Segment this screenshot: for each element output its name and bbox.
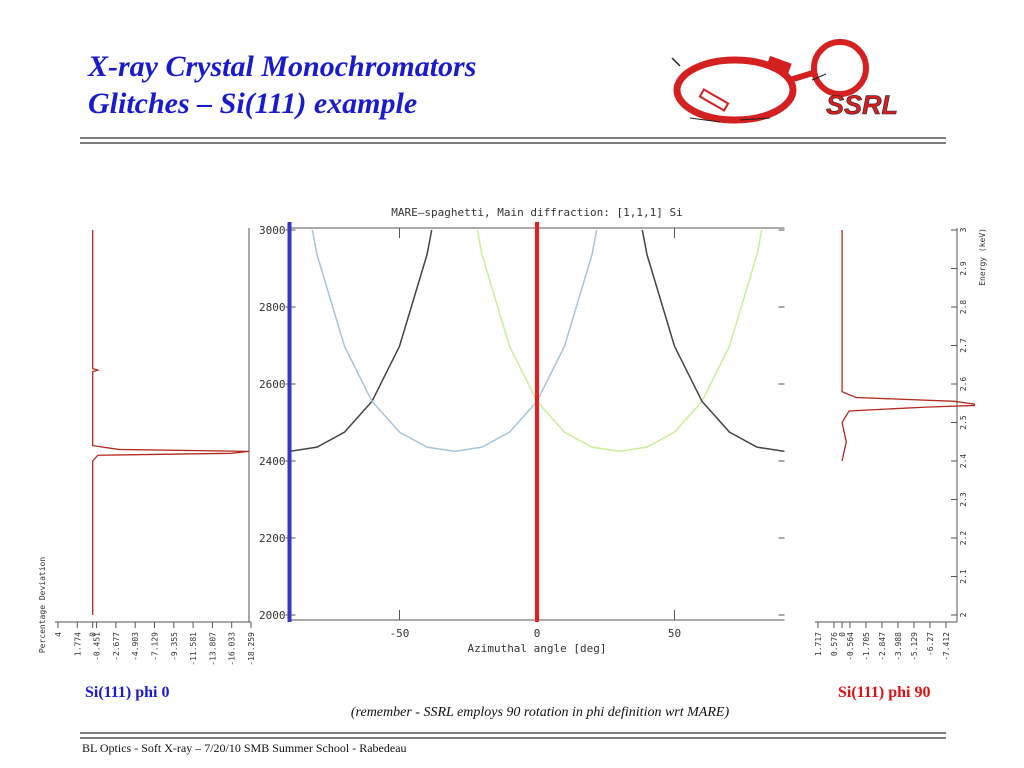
x-tick-label: 4 xyxy=(54,632,63,637)
glitch-trace xyxy=(92,230,249,615)
x-tick-label: -7.412 xyxy=(942,632,951,661)
curve xyxy=(311,230,598,453)
x-tick-label: -1.705 xyxy=(862,632,871,661)
plot-area xyxy=(289,230,785,453)
x-tick-label: 0 xyxy=(534,627,541,640)
y-tick-label: 2800 xyxy=(259,301,286,314)
caption: Si(111) phi 0 xyxy=(85,684,169,701)
x-tick-label: -13.807 xyxy=(208,632,217,666)
x-tick-label: 1.774 xyxy=(73,632,82,656)
x-tick-label: -11.581 xyxy=(189,632,198,666)
curve xyxy=(641,230,785,453)
y-tick-label: 2600 xyxy=(259,378,286,391)
x-tick-label: 0.576 xyxy=(830,632,839,656)
y-tick-label: 2.2 xyxy=(959,531,968,546)
x-axis-label: Azimuthal angle [deg] xyxy=(467,642,606,655)
y-axis-label: Percentage Deviation xyxy=(38,557,47,654)
x-tick-label: 1.717 xyxy=(814,632,823,656)
curve xyxy=(476,230,763,453)
logo-text: SSRL xyxy=(826,90,898,120)
note: (remember - SSRL employs 90 rotation in … xyxy=(351,705,730,720)
plot-area xyxy=(841,230,975,462)
slide-title-line: X-ray Crystal Monochromators xyxy=(87,50,476,83)
x-tick-label: -16.033 xyxy=(228,632,237,666)
x-tick-label: -0.451 xyxy=(93,632,102,661)
x-tick-label: -50 xyxy=(390,627,410,640)
y-tick-label: 2200 xyxy=(259,532,286,545)
x-tick-label: -9.355 xyxy=(170,632,179,661)
x-tick-label: -7.129 xyxy=(150,632,159,661)
y-tick-label: 2.9 xyxy=(959,261,968,276)
x-tick-label: -4.903 xyxy=(131,632,140,661)
glitch-trace xyxy=(841,230,975,462)
x-tick-label: -2.677 xyxy=(112,632,121,661)
footer: BL Optics - Soft X-ray – 7/20/10 SMB Sum… xyxy=(82,741,407,755)
plot-area xyxy=(92,230,249,615)
y-tick-label: 2.4 xyxy=(959,454,968,469)
x-tick-label: -3.988 xyxy=(894,632,903,661)
slide-title-line: Glitches – Si(111) example xyxy=(88,87,417,120)
x-tick-label: 50 xyxy=(668,627,681,640)
y-tick-label: 2.7 xyxy=(959,338,968,353)
x-tick-label: 0 xyxy=(89,632,98,637)
caption: Si(111) phi 90 xyxy=(838,684,930,701)
y-tick-label: 3 xyxy=(959,227,968,232)
y-tick-label: 2.8 xyxy=(959,300,968,315)
y-tick-label: 2 xyxy=(959,612,968,617)
y-tick-label: 2.1 xyxy=(959,569,968,584)
y-tick-label: 2.6 xyxy=(959,377,968,392)
x-tick-label: -0.564 xyxy=(846,632,855,661)
logo xyxy=(671,39,869,124)
x-tick-label: -2.847 xyxy=(878,632,887,661)
y-tick-label: 2.5 xyxy=(959,415,968,430)
y-axis-label: Energy (keV) xyxy=(978,228,987,286)
x-tick-label: -6.27 xyxy=(926,632,935,656)
y-tick-label: 3000 xyxy=(259,224,286,237)
y-tick-label: 2.3 xyxy=(959,492,968,507)
y-tick-label: 2400 xyxy=(259,455,286,468)
y-tick-label: 2000 xyxy=(259,609,286,622)
x-tick-label: 0 xyxy=(838,632,847,637)
x-tick-label: -5.129 xyxy=(910,632,919,661)
chart-title: MARE–spaghetti, Main diffraction: [1,1,1… xyxy=(391,206,682,219)
x-tick-label: -18.259 xyxy=(247,632,256,666)
